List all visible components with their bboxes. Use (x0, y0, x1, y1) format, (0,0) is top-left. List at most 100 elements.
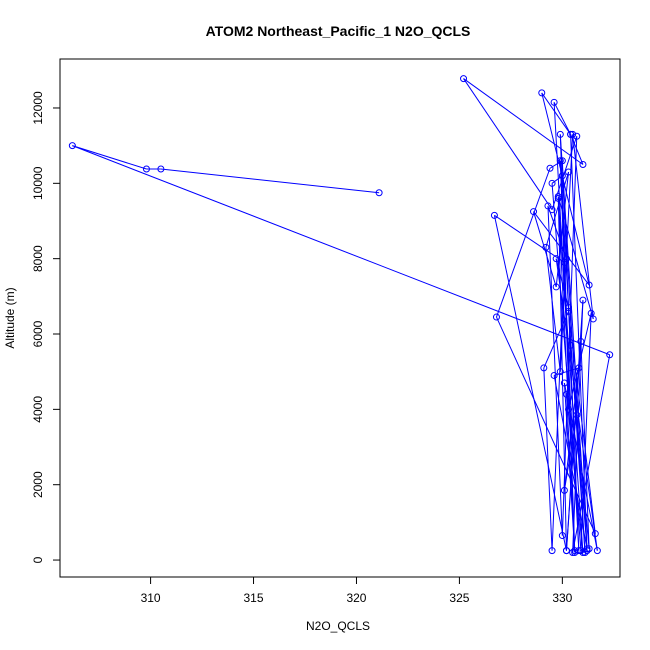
x-tick-label: 320 (346, 591, 366, 605)
data-point (579, 296, 587, 304)
series-segment (496, 168, 551, 318)
series-segment (553, 102, 572, 135)
data-point (573, 132, 581, 140)
data-point (544, 202, 552, 210)
series-segment (565, 341, 582, 551)
series-segment (580, 313, 592, 551)
series-layer (68, 75, 614, 557)
series-segment (545, 247, 561, 372)
data-point (579, 160, 587, 168)
data-point (567, 341, 575, 349)
data-point (562, 255, 570, 263)
y-tick-label: 0 (31, 556, 45, 563)
series-segment (496, 316, 596, 534)
data-point (581, 549, 589, 557)
data-point (565, 168, 573, 176)
data-point (542, 243, 550, 251)
y-tick-label: 12000 (31, 91, 45, 125)
data-point (460, 75, 468, 83)
data-point (375, 189, 383, 197)
series-segment (561, 160, 580, 551)
data-point (556, 157, 564, 165)
y-tick-label: 6000 (31, 320, 45, 347)
series-segment (493, 215, 567, 551)
data-point (565, 304, 573, 312)
data-point (579, 549, 587, 557)
data-point (585, 545, 593, 553)
y-tick-label: 4000 (31, 396, 45, 423)
series-segment (547, 205, 567, 259)
series-segment (561, 136, 578, 536)
data-point (548, 547, 556, 555)
x-tick-label: 310 (141, 591, 161, 605)
series-segment (553, 375, 588, 549)
x-tick-label: 315 (244, 591, 264, 605)
data-point (569, 130, 577, 138)
data-point (585, 281, 593, 289)
data-point (562, 547, 570, 555)
series-segment (533, 211, 557, 288)
data-point (560, 258, 568, 266)
data-point (569, 549, 577, 557)
x-tick-label: 330 (552, 591, 572, 605)
data-point (157, 165, 165, 173)
series-segment (543, 367, 553, 551)
series-segment (160, 168, 380, 194)
y-tick-label: 8000 (31, 245, 45, 272)
y-axis-title: Altitude (m) (3, 287, 17, 348)
data-point (556, 130, 564, 138)
series-segment (463, 78, 553, 210)
data-point (577, 338, 585, 346)
data-point (142, 165, 150, 173)
data-point (575, 364, 583, 372)
data-point (571, 549, 579, 557)
data-point (571, 547, 579, 555)
x-tick-label: 325 (449, 591, 469, 605)
data-point (583, 547, 591, 555)
data-point (589, 315, 597, 323)
series-segment (547, 205, 563, 536)
data-point (552, 283, 560, 291)
data-point (558, 172, 566, 180)
series-segment (555, 258, 598, 551)
data-point (562, 390, 570, 398)
plot-frame (59, 58, 621, 578)
data-point (546, 164, 554, 172)
data-point (490, 211, 498, 219)
data-point (560, 486, 568, 494)
data-point (583, 545, 591, 553)
series-segment (541, 92, 571, 135)
data-point (565, 307, 573, 315)
data-point (554, 194, 562, 202)
series-segment (541, 92, 590, 286)
data-point (565, 405, 573, 413)
data-point (606, 351, 614, 359)
series-segment (72, 145, 610, 356)
series-segment (494, 214, 565, 263)
data-point (538, 89, 546, 97)
series-segment (553, 102, 580, 551)
data-point (68, 142, 76, 150)
data-point (550, 371, 558, 379)
data-point (591, 530, 599, 538)
series-segment (72, 145, 147, 170)
data-point (492, 313, 500, 321)
data-point (593, 547, 601, 555)
y-tick-label: 2000 (31, 471, 45, 498)
series-segment (533, 211, 590, 286)
x-axis-title: N2O_QCLS (306, 619, 370, 633)
y-tick-label: 10000 (31, 166, 45, 200)
series-segment (551, 262, 565, 551)
chart-title: ATOM2 Northeast_Pacific_1 N2O_QCLS (206, 23, 471, 39)
data-point (550, 98, 558, 106)
data-point (567, 130, 575, 138)
data-point (556, 368, 564, 376)
data-point (530, 208, 538, 216)
data-point (558, 157, 566, 165)
data-point (575, 547, 583, 555)
series-segment (551, 175, 563, 184)
data-point (573, 411, 581, 419)
data-point (548, 206, 556, 214)
data-point (548, 179, 556, 187)
series-segment (549, 160, 563, 169)
